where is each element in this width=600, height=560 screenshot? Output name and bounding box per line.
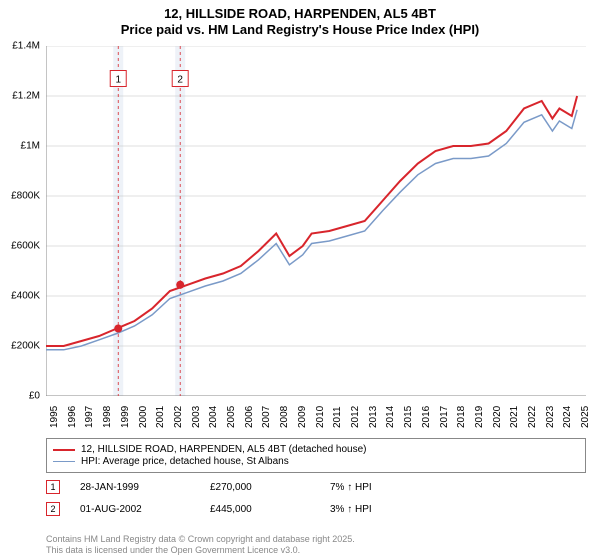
sale-marker-index-1: 1 — [50, 482, 55, 492]
sale-hpi-2: 3% ↑ HPI — [330, 504, 430, 515]
x-axis-labels: 1995 1996 1997 1998 1999 2000 2001 2002 2003 2004… — [46, 398, 586, 434]
legend-swatch-price-paid — [53, 449, 75, 451]
svg-text:1: 1 — [115, 75, 121, 86]
title-line-1: 12, HILLSIDE ROAD, HARPENDEN, AL5 4BT — [0, 6, 600, 22]
y-tick-label: £400K — [11, 291, 40, 302]
x-tick-label: 2006 — [244, 406, 255, 428]
x-tick-label: 1997 — [84, 406, 95, 428]
sale-price-2: £445,000 — [210, 504, 330, 515]
footer: Contains HM Land Registry data © Crown c… — [46, 534, 355, 557]
sale-hpi-1: 7% ↑ HPI — [330, 482, 430, 493]
x-tick-label: 2004 — [208, 406, 219, 428]
y-tick-label: £0 — [29, 391, 40, 402]
x-tick-label: 2022 — [527, 406, 538, 428]
y-tick-label: £200K — [11, 341, 40, 352]
x-tick-label: 2015 — [403, 406, 414, 428]
legend-swatch-hpi — [53, 461, 75, 463]
sale-row-1: 1 28-JAN-1999 £270,000 7% ↑ HPI — [46, 480, 586, 494]
legend-label-price-paid: 12, HILLSIDE ROAD, HARPENDEN, AL5 4BT (d… — [81, 444, 367, 455]
x-tick-label: 2009 — [297, 406, 308, 428]
x-tick-label: 2007 — [261, 406, 272, 428]
x-tick-label: 2018 — [456, 406, 467, 428]
legend-row-hpi: HPI: Average price, detached house, St A… — [53, 456, 579, 467]
y-tick-label: £1.4M — [12, 41, 40, 52]
sale-date-1: 28-JAN-1999 — [80, 482, 210, 493]
x-tick-label: 2012 — [350, 406, 361, 428]
chart-title: 12, HILLSIDE ROAD, HARPENDEN, AL5 4BT Pr… — [0, 0, 600, 39]
x-tick-label: 2021 — [509, 406, 520, 428]
x-tick-label: 2011 — [332, 406, 343, 428]
sale-date-2: 01-AUG-2002 — [80, 504, 210, 515]
footer-line-1: Contains HM Land Registry data © Crown c… — [46, 534, 355, 545]
sale-marker-box-2: 2 — [46, 502, 60, 516]
x-tick-label: 2008 — [279, 406, 290, 428]
x-tick-label: 2024 — [562, 406, 573, 428]
x-tick-label: 1999 — [120, 406, 131, 428]
footer-line-2: This data is licensed under the Open Gov… — [46, 545, 355, 556]
x-tick-label: 1996 — [67, 406, 78, 428]
y-tick-label: £600K — [11, 241, 40, 252]
sale-marker-index-2: 2 — [50, 504, 55, 514]
chart-container: 12, HILLSIDE ROAD, HARPENDEN, AL5 4BT Pr… — [0, 0, 600, 560]
svg-text:2: 2 — [177, 75, 183, 86]
legend-label-hpi: HPI: Average price, detached house, St A… — [81, 456, 289, 467]
x-tick-label: 1995 — [49, 406, 60, 428]
x-tick-label: 2014 — [385, 406, 396, 428]
x-tick-label: 2010 — [315, 406, 326, 428]
chart-svg: 12 — [46, 46, 586, 396]
x-tick-label: 2017 — [439, 406, 450, 428]
x-tick-label: 1998 — [102, 406, 113, 428]
sale-marker-box-1: 1 — [46, 480, 60, 494]
y-tick-label: £1.2M — [12, 91, 40, 102]
x-tick-label: 2003 — [191, 406, 202, 428]
legend: 12, HILLSIDE ROAD, HARPENDEN, AL5 4BT (d… — [46, 438, 586, 473]
x-tick-label: 2019 — [474, 406, 485, 428]
y-tick-label: £800K — [11, 191, 40, 202]
sale-price-1: £270,000 — [210, 482, 330, 493]
x-tick-label: 2025 — [580, 406, 591, 428]
y-tick-label: £1M — [21, 141, 40, 152]
sale-row-2: 2 01-AUG-2002 £445,000 3% ↑ HPI — [46, 502, 586, 516]
chart-plot-area: 12 — [46, 46, 586, 396]
x-tick-label: 2013 — [368, 406, 379, 428]
x-tick-label: 2001 — [155, 406, 166, 428]
x-tick-label: 2002 — [173, 406, 184, 428]
x-tick-label: 2016 — [421, 406, 432, 428]
title-line-2: Price paid vs. HM Land Registry's House … — [0, 22, 600, 38]
legend-row-price-paid: 12, HILLSIDE ROAD, HARPENDEN, AL5 4BT (d… — [53, 444, 579, 455]
x-tick-label: 2023 — [545, 406, 556, 428]
x-tick-label: 2020 — [492, 406, 503, 428]
y-axis-labels: £0£200K£400K£600K£800K£1M£1.2M£1.4M — [0, 46, 44, 396]
x-tick-label: 2005 — [226, 406, 237, 428]
x-tick-label: 2000 — [138, 406, 149, 428]
